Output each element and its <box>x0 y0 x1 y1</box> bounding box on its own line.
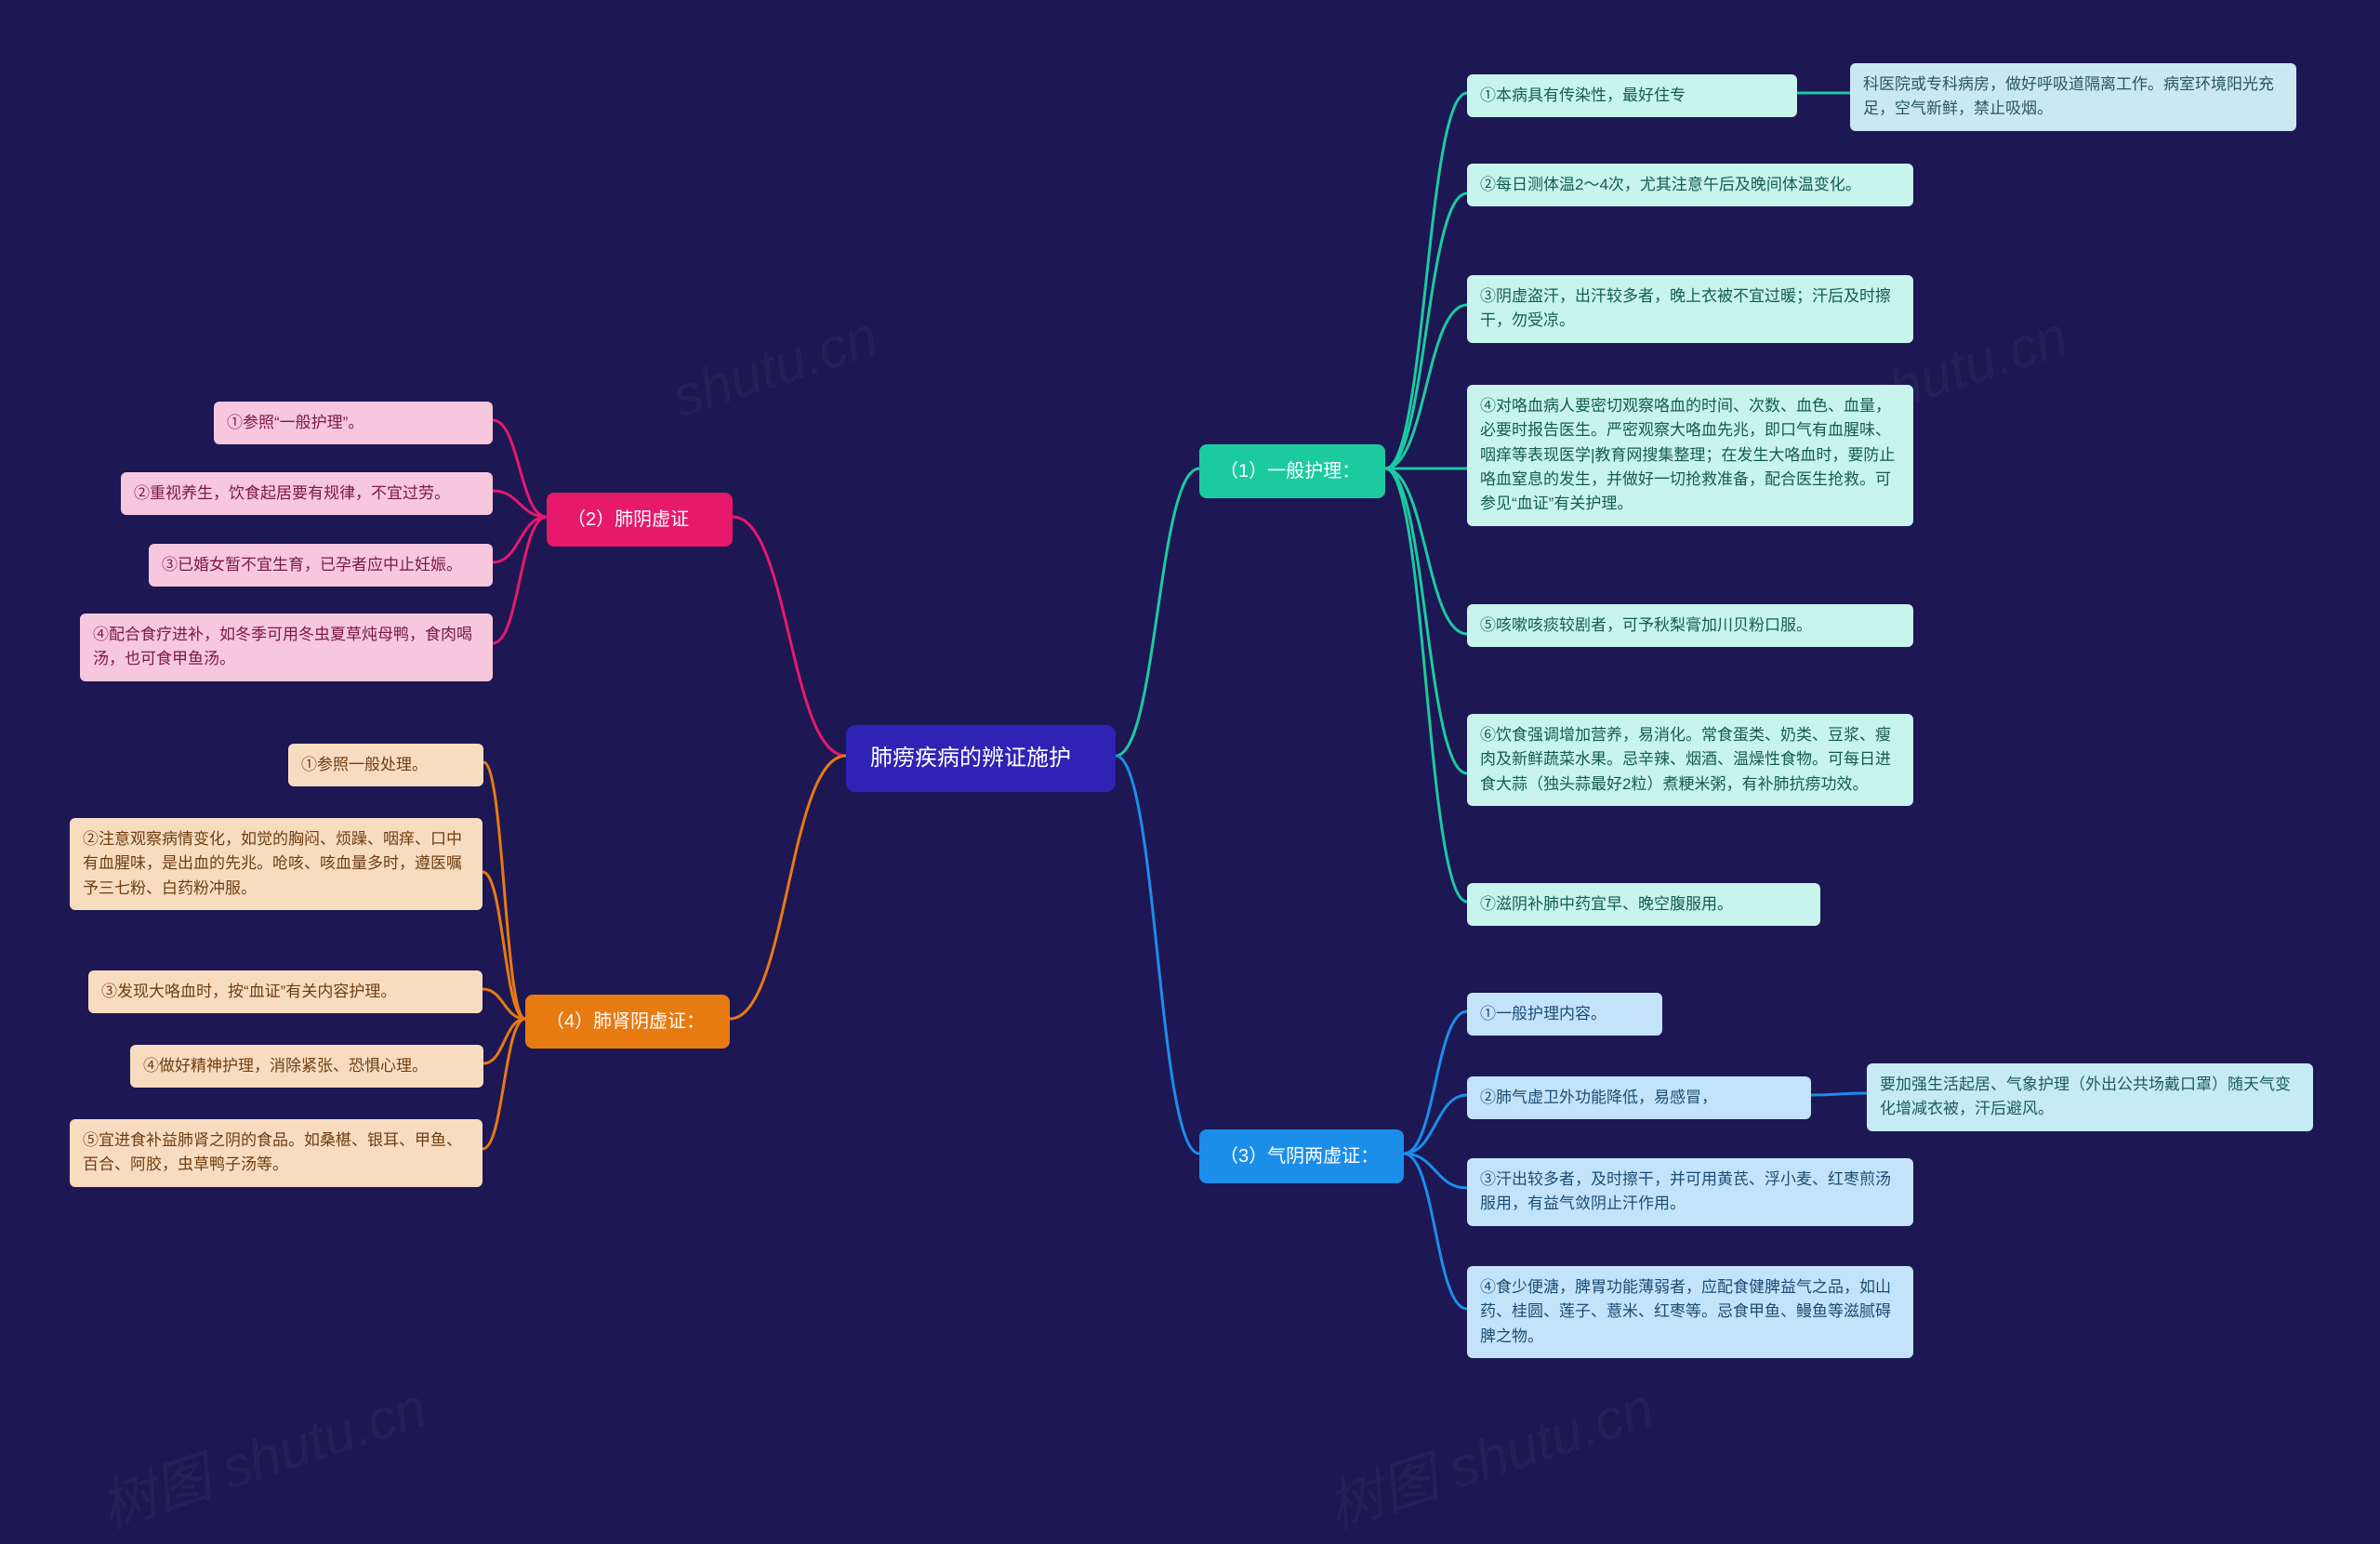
leaf-b1-2: ③阴虚盗汗，出汗较多者，晚上衣被不宜过暖；汗后及时擦干，勿受凉。 <box>1467 275 1913 343</box>
root-node: 肺痨疾病的辨证施护 <box>846 725 1116 792</box>
leaf-b3-1: ②肺气虚卫外功能降低，易感冒， <box>1467 1076 1811 1119</box>
leaf-b3-3: ④食少便溏，脾胃功能薄弱者，应配食健脾益气之品，如山药、桂圆、莲子、薏米、红枣等… <box>1467 1266 1913 1358</box>
leaf-b1-4: ⑤咳嗽咳痰较剧者，可予秋梨膏加川贝粉口服。 <box>1467 604 1913 647</box>
branch-qi-yin: （3）气阴两虚证： <box>1199 1129 1404 1183</box>
watermark: shutu.cn <box>665 304 885 430</box>
leaf-b3-extra: 要加强生活起居、气象护理（外出公共场戴口罩）随天气变化增减衣被，汗后避风。 <box>1867 1063 2313 1131</box>
watermark: 树图 shutu.cn <box>1316 1363 1662 1544</box>
leaf-b1-6: ⑦滋阴补肺中药宜早、晚空腹服用。 <box>1467 883 1820 926</box>
branch-general-care: （1）一般护理： <box>1199 444 1385 498</box>
leaf-b4-3: ④做好精神护理，消除紧张、恐惧心理。 <box>130 1045 483 1088</box>
leaf-b2-3: ④配合食疗进补，如冬季可用冬虫夏草炖母鸭，食肉喝汤，也可食甲鱼汤。 <box>80 614 493 681</box>
watermark: 树图 shutu.cn <box>88 1363 435 1544</box>
leaf-b2-2: ③已婚女暂不宜生育，已孕者应中止妊娠。 <box>149 544 493 587</box>
branch-lung-kidney-yin: （4）肺肾阴虚证： <box>525 995 730 1049</box>
leaf-b4-1: ②注意观察病情变化，如觉的胸闷、烦躁、咽痒、口中有血腥味，是出血的先兆。呛咳、咳… <box>70 818 483 910</box>
leaf-b1-3: ④对咯血病人要密切观察咯血的时间、次数、血色、血量，必要时报告医生。严密观察大咯… <box>1467 385 1913 526</box>
leaf-b3-0: ①一般护理内容。 <box>1467 993 1662 1036</box>
leaf-b1-extra: 科医院或专科病房，做好呼吸道隔离工作。病室环境阳光充足，空气新鲜，禁止吸烟。 <box>1850 63 2296 131</box>
leaf-b2-1: ②重视养生，饮食起居要有规律，不宜过劳。 <box>121 472 493 515</box>
leaf-b1-0: ①本病具有传染性，最好住专 <box>1467 74 1797 117</box>
leaf-b4-0: ①参照一般处理。 <box>288 744 483 786</box>
leaf-b2-0: ①参照“一般护理”。 <box>214 402 493 444</box>
leaf-b1-5: ⑥饮食强调增加营养，易消化。常食蛋类、奶类、豆浆、瘦肉及新鲜蔬菜水果。忌辛辣、烟… <box>1467 714 1913 806</box>
leaf-b1-1: ②每日测体温2～4次，尤其注意午后及晚间体温变化。 <box>1467 164 1913 206</box>
leaf-b4-2: ③发现大咯血时，按“血证”有关内容护理。 <box>88 970 483 1013</box>
leaf-b4-4: ⑤宜进食补益肺肾之阴的食品。如桑椹、银耳、甲鱼、百合、阿胶，虫草鸭子汤等。 <box>70 1119 483 1187</box>
branch-lung-yin: （2）肺阴虚证 <box>547 493 733 547</box>
leaf-b3-2: ③汗出较多者，及时擦干，并可用黄芪、浮小麦、红枣煎汤服用，有益气敛阴止汗作用。 <box>1467 1158 1913 1226</box>
